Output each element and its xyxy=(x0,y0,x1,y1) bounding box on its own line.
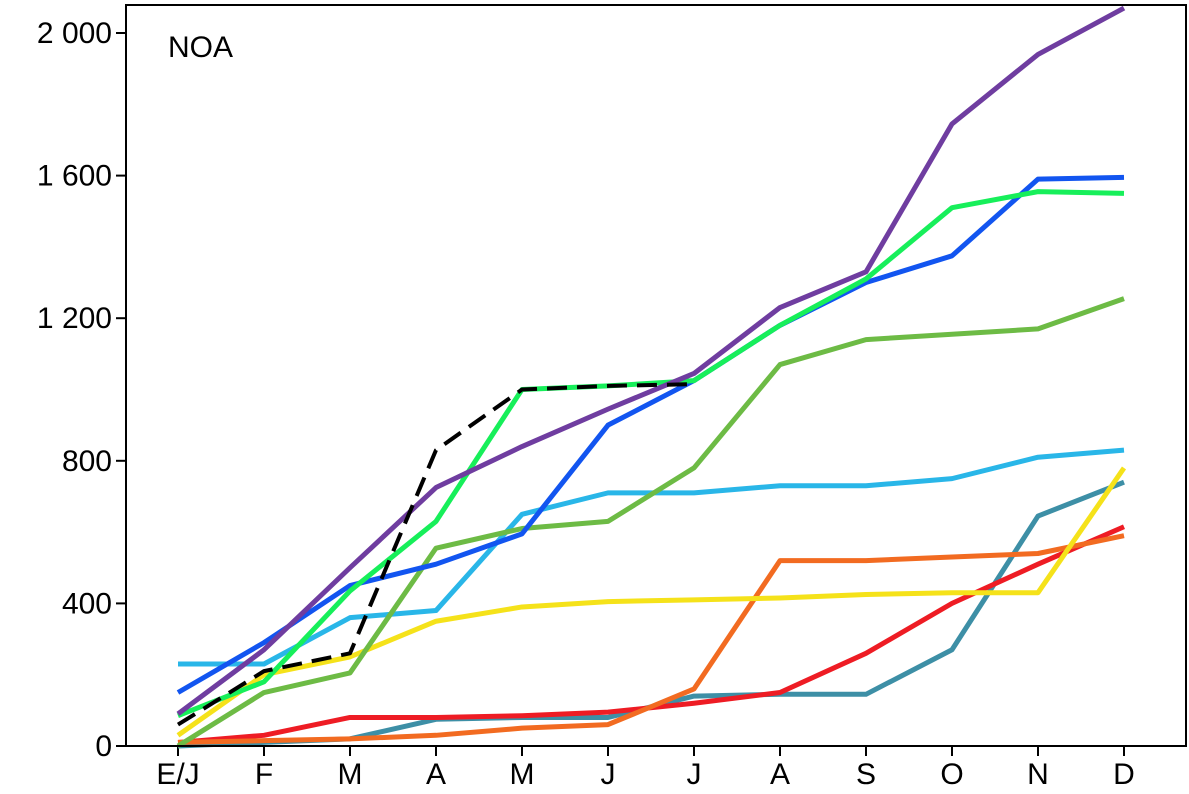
series-line-7 xyxy=(176,174,1125,695)
x-tick-label: J xyxy=(601,758,616,791)
x-tick-label: A xyxy=(770,758,790,791)
y-tick-label: 1 200 xyxy=(37,302,112,335)
x-tick-label: D xyxy=(1113,758,1135,791)
series-line-4 xyxy=(177,533,1125,745)
x-tick-label: S xyxy=(856,758,876,791)
series-line-dashed xyxy=(176,382,695,727)
panel-label: NOA xyxy=(168,31,233,64)
series-lines xyxy=(176,5,1127,749)
x-tick-label: M xyxy=(338,758,363,791)
series-line-5 xyxy=(176,466,1127,738)
series-line-8 xyxy=(177,189,1125,719)
y-tick-label: 800 xyxy=(62,445,112,478)
y-axis: 0 400 800 1 200 1 600 2 000 xyxy=(37,17,126,763)
x-tick-label: N xyxy=(1027,758,1049,791)
series-line-9 xyxy=(176,5,1126,716)
x-tick-label: E/J xyxy=(156,758,199,791)
x-tick-label: J xyxy=(687,758,702,791)
y-tick-label: 400 xyxy=(62,587,112,620)
x-tick-label: F xyxy=(255,758,273,791)
x-tick-label: O xyxy=(940,758,963,791)
x-axis: E/J F M A M J J A S O N D xyxy=(156,746,1135,791)
x-tick-label: M xyxy=(510,758,535,791)
y-tick-label: 0 xyxy=(95,730,112,763)
x-tick-label: A xyxy=(426,758,446,791)
series-line-6 xyxy=(176,296,1125,749)
y-tick-label: 2 000 xyxy=(37,17,112,50)
plot-frame xyxy=(125,4,1187,747)
y-tick-label: 1 600 xyxy=(37,160,112,193)
